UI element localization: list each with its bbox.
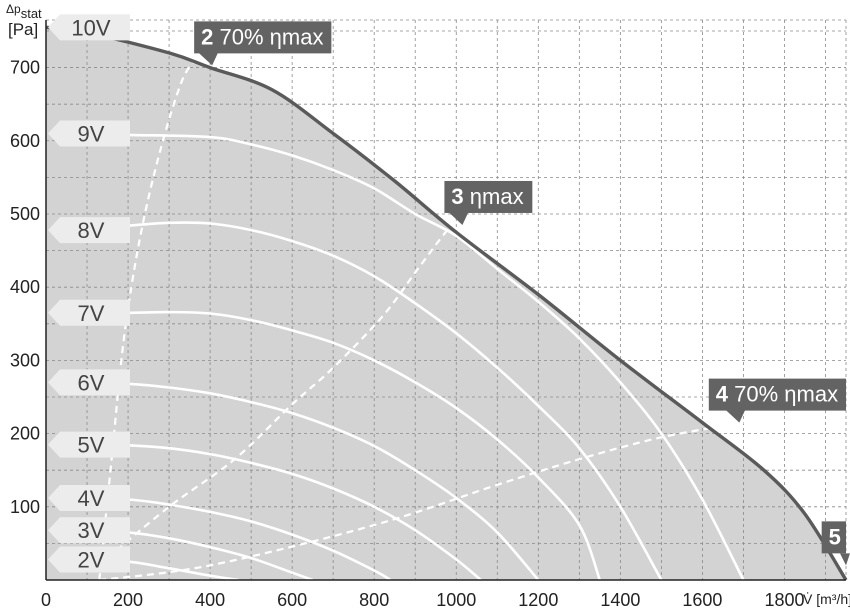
x-tick-label: 400	[195, 590, 225, 609]
callouts: 2 70% ηmax 3 ηmax 4 70% ηmax 5	[194, 21, 850, 566]
voltage-labels: 10V 9V 8V 7V 6V 5V 4V 3V 2V	[48, 14, 130, 573]
voltage-curve-4v	[70, 496, 392, 582]
callout-box	[194, 21, 332, 54]
voltage-label-text: 5V	[78, 433, 105, 458]
x-tick-label: 600	[277, 590, 307, 609]
efficiency-line-3	[99, 421, 744, 582]
y-tick-label: 600	[10, 131, 40, 151]
y-tick-label: 300	[10, 350, 40, 370]
operating-area	[46, 27, 846, 581]
x-tick-label: 0	[41, 590, 51, 609]
callout-number: 3	[451, 184, 463, 209]
voltage-curves	[70, 132, 745, 582]
y-axis-label-line1: Δpstat	[6, 2, 42, 21]
voltage-label-box	[48, 120, 130, 147]
x-tick-label: 1000	[436, 590, 476, 609]
voltage-label-text: 4V	[78, 486, 105, 511]
voltage-curve-9v	[70, 132, 745, 581]
x-tick-label: 1400	[600, 590, 640, 609]
voltage-curve-8v	[70, 221, 663, 581]
voltage-label-text: 9V	[78, 121, 105, 146]
callout-label: 70% ηmax	[213, 24, 323, 49]
voltage-label-box	[48, 217, 130, 244]
callout-pointer	[725, 409, 746, 423]
voltage-label-box	[48, 485, 130, 512]
callout-pointer	[840, 553, 850, 566]
y-tick-label: 100	[10, 497, 40, 517]
envelope-line	[45, 25, 848, 581]
voltage-label-text: 8V	[78, 218, 105, 243]
y-tick-label: 200	[10, 424, 40, 444]
callout-text: 4 70% ηmax	[716, 382, 838, 407]
x-tick-label: 1600	[682, 590, 722, 609]
y-tick-label: 400	[10, 277, 40, 297]
y-axis-label-unit: [Pa]	[8, 20, 38, 39]
voltage-label-box	[48, 369, 130, 396]
voltage-label-text: 2V	[78, 548, 105, 573]
voltage-label-box	[48, 431, 130, 458]
callout-text: 2 70% ηmax	[201, 24, 323, 49]
voltage-label-box	[48, 517, 130, 544]
callout-number: 5	[829, 524, 841, 549]
voltage-curve-7v	[70, 310, 602, 581]
y-tick-label: 500	[10, 204, 40, 224]
x-tick-label: 800	[359, 590, 389, 609]
axes	[45, 20, 846, 581]
voltage-curve-6v	[70, 381, 540, 581]
callout-box	[821, 521, 846, 554]
callout-pointer	[448, 211, 469, 225]
y-axis-label-symbol: Δp	[6, 2, 21, 16]
callout-text: 5	[829, 524, 841, 549]
callout-pointer	[198, 52, 219, 66]
callout-box	[444, 180, 533, 213]
callout-number: 2	[201, 24, 213, 49]
voltage-label-box	[48, 299, 130, 326]
envelope-curve	[45, 25, 848, 581]
voltage-label-text: 3V	[78, 518, 105, 543]
voltage-label-box	[48, 546, 130, 573]
tick-labels: 0 200 400 600 800 1000 1200 1400 1600 1800 100 200 3…	[10, 58, 805, 609]
x-tick-label: 1200	[518, 590, 558, 609]
x-tick-label: 200	[113, 590, 143, 609]
voltage-label-box	[48, 14, 130, 41]
callout-number: 4	[716, 382, 729, 407]
callout-label: ηmax	[464, 184, 524, 209]
y-tick-label: 700	[10, 58, 40, 78]
callout-box	[708, 378, 846, 411]
voltage-curve-5v	[70, 443, 482, 582]
operating-area-fill	[46, 27, 846, 581]
voltage-label-text: 7V	[78, 301, 105, 326]
x-tick-label: 1800	[764, 590, 804, 609]
efficiency-line-1	[98, 61, 195, 581]
y-axis-label-subscript: stat	[21, 6, 42, 21]
voltage-label-text: 10V	[71, 15, 110, 40]
callout-text: 3 ηmax	[451, 184, 523, 209]
grid	[46, 19, 847, 580]
x-axis-label: V̇ [m³/h]	[803, 591, 850, 607]
axis-titles: Δpstat [Pa] V̇ [m³/h]	[6, 2, 850, 607]
efficiency-line-2	[106, 213, 462, 559]
efficiency-lines	[98, 61, 744, 582]
voltage-label-text: 6V	[78, 370, 105, 395]
callout-label: 70% ηmax	[728, 382, 838, 407]
